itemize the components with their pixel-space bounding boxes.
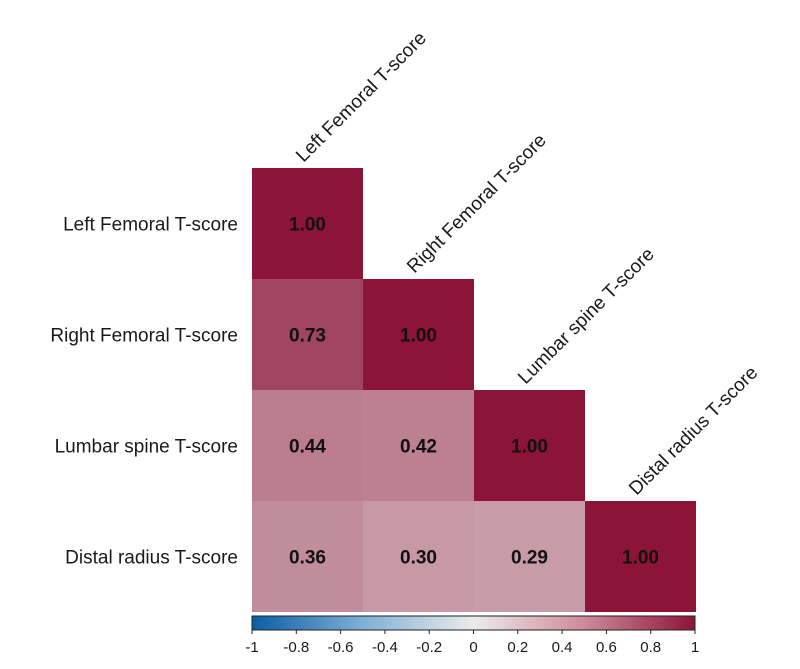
row-label-left-femoral-t-score: Left Femoral T-score bbox=[63, 215, 238, 236]
colorbar-tick-label: -0.6 bbox=[328, 639, 354, 656]
heatmap-cells: 1.00 0.73 1.00 0.44 0.42 1.00 0.36 0.30 0.29 1.00 bbox=[252, 168, 696, 612]
cell-value-3-2: 0.29 bbox=[511, 548, 548, 569]
colorbar-tick-label: 1 bbox=[691, 639, 699, 656]
cell-value-3-1: 0.30 bbox=[400, 548, 437, 569]
colorbar-gradient bbox=[251, 615, 696, 631]
row-labels: Left Femoral T-score Right Femoral T-scor… bbox=[50, 215, 238, 569]
heatmap-cell-2-0 bbox=[252, 390, 363, 501]
cell-value-1-0: 0.73 bbox=[289, 326, 326, 347]
colorbar-tick-label: -0.2 bbox=[416, 639, 442, 656]
heatmap-cell-2-2 bbox=[474, 390, 585, 501]
heatmap-cell-3-2 bbox=[474, 501, 585, 612]
colorbar-tick-label: 0.4 bbox=[552, 639, 573, 656]
cell-value-3-0: 0.36 bbox=[289, 548, 326, 569]
column-label-lumbar-spine-t-score: Lumbar spine T-score bbox=[514, 244, 659, 389]
cell-value-1-1: 1.00 bbox=[400, 326, 437, 347]
heatmap-cell-3-3 bbox=[585, 501, 696, 612]
column-label-left-femoral-t-score: Left Femoral T-score bbox=[292, 28, 431, 167]
heatmap-cell-2-1 bbox=[363, 390, 474, 501]
colorbar-ticks: -1 -0.8 -0.6 -0.4 -0.2 0 0.2 0.4 0.6 0.8 1 bbox=[245, 630, 699, 656]
colorbar-tick-label: 0.2 bbox=[507, 639, 528, 656]
column-label-right-femoral-t-score: Right Femoral T-score bbox=[403, 130, 551, 278]
colorbar-tick-label: 0.6 bbox=[596, 639, 617, 656]
heatmap-cell-3-0 bbox=[252, 501, 363, 612]
row-label-lumbar-spine-t-score: Lumbar spine T-score bbox=[55, 437, 238, 458]
colorbar-tick-label: -1 bbox=[245, 639, 258, 656]
row-label-distal-radius-t-score: Distal radius T-score bbox=[65, 548, 238, 569]
cell-value-2-1: 0.42 bbox=[400, 437, 437, 458]
column-label-distal-radius-t-score: Distal radius T-score bbox=[625, 362, 762, 499]
row-label-right-femoral-t-score: Right Femoral T-score bbox=[50, 326, 238, 347]
colorbar: -1 -0.8 -0.6 -0.4 -0.2 0 0.2 0.4 0.6 0.8 1 bbox=[245, 615, 699, 656]
cell-value-0-0: 1.00 bbox=[289, 215, 326, 236]
cell-value-2-0: 0.44 bbox=[289, 437, 326, 458]
colorbar-tick-label: 0.8 bbox=[640, 639, 661, 656]
heatmap-cell-1-1 bbox=[363, 279, 474, 390]
heatmap-cell-1-0 bbox=[252, 279, 363, 390]
heatmap-cell-3-1 bbox=[363, 501, 474, 612]
cell-value-2-2: 1.00 bbox=[511, 437, 548, 458]
colorbar-tick-label: -0.4 bbox=[372, 639, 398, 656]
heatmap-cell-0-0 bbox=[252, 168, 363, 279]
colorbar-tick-label: -0.8 bbox=[283, 639, 309, 656]
colorbar-tick-label: 0 bbox=[469, 639, 477, 656]
cell-value-3-3: 1.00 bbox=[622, 548, 659, 569]
